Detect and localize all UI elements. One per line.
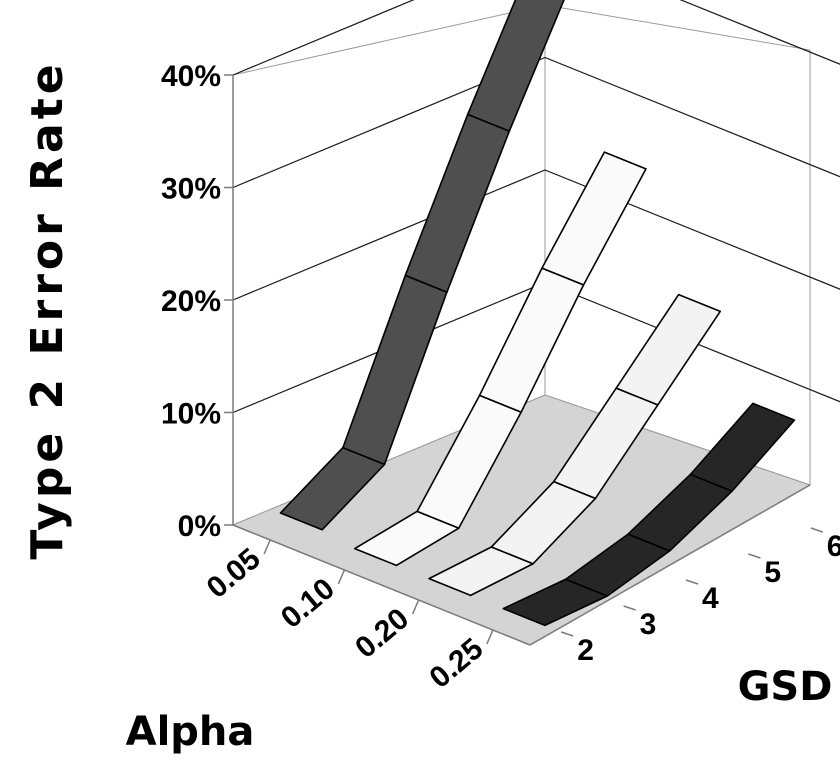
z-tick-label: 40% [161,60,221,93]
alpha-tick-label: 0.25 [423,632,489,695]
gsd-tick-label: 2 [577,634,594,667]
gridline [232,169,840,301]
gsd-tick-mark [685,579,699,585]
ribbon-segment [466,0,565,132]
gsd-tick-label: 3 [640,608,657,641]
gsd-tick-mark [810,527,824,533]
alpha-axis-line [232,524,531,646]
alpha-tick-mark [411,599,420,615]
gridline [232,0,840,76]
alpha-tick-mark [337,569,346,585]
alpha-tick-label: 0.05 [201,542,267,605]
ribbon-segment [689,402,796,492]
gsd-axis-line [529,484,811,646]
alpha-tick-label: 0.10 [275,572,341,635]
gsd-axis-title: GSD [738,664,833,710]
z-tick-label: 30% [161,173,221,206]
gsd-tick-mark [623,605,636,611]
gridline [232,56,840,189]
series-ribbon-0.10 [353,151,647,567]
gsd-tick-label: 5 [764,556,781,589]
alpha-tick-mark [486,629,494,645]
ribbon-segment [615,293,722,406]
gsd-tick-mark [748,553,761,559]
z-tick-label: 0% [178,510,221,543]
series-ribbon-0.25 [502,402,796,627]
ribbon-segment [541,151,647,286]
series-ribbon-0.20 [428,293,722,597]
z-tick-label: 10% [161,398,221,431]
z-axis-title: Type 2 Error Rate [22,60,73,559]
gsd-tick-mark [560,631,574,637]
z-axis-ticks: 0% 10% 20% 30% 40% [161,60,233,543]
series-ribbon-0.05 [279,0,565,531]
gsd-tick-label: 6 [827,530,840,563]
z-tick-label: 20% [161,285,221,318]
gsd-axis-ticks: 2 3 4 5 6 [560,527,840,667]
gsd-tick-label: 4 [702,582,719,615]
alpha-tick-label: 0.20 [349,602,415,665]
alpha-tick-mark [263,539,271,555]
series-ribbons [279,0,796,627]
alpha-axis-title: Alpha [126,709,255,755]
